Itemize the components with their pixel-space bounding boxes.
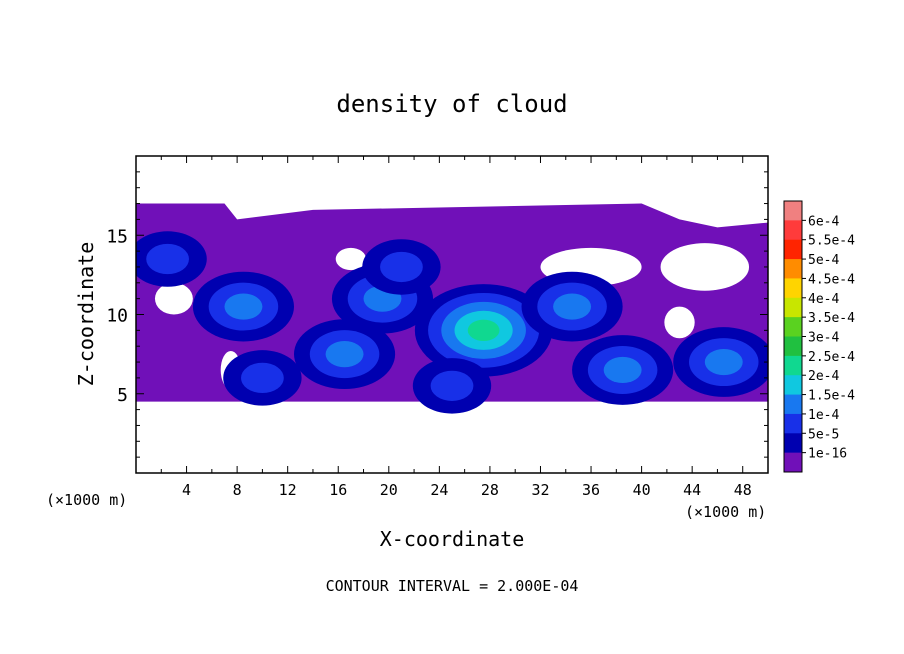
contour-level xyxy=(146,243,189,275)
colorbar-label: 5e-4 xyxy=(808,253,839,268)
contour-level xyxy=(380,251,423,283)
cloud-cell xyxy=(414,284,553,377)
cloud-cell xyxy=(412,358,492,414)
contour-interval-note: CONTOUR INTERVAL = 2.000E-04 xyxy=(326,577,579,595)
colorbar-swatch xyxy=(784,239,802,260)
contour-level xyxy=(603,356,642,384)
colorbar-swatch xyxy=(784,413,802,434)
colorbar-label: 2e-4 xyxy=(808,369,839,384)
colorbar-swatch xyxy=(784,317,802,337)
x-unit-label-left: (×1000 m) xyxy=(46,491,127,509)
contour-level xyxy=(553,293,592,320)
contour-level xyxy=(241,362,284,394)
colorbar-label: 2.5e-4 xyxy=(808,350,855,365)
colorbar-label: 4e-4 xyxy=(808,292,839,307)
colorbar-label: 3e-4 xyxy=(808,331,839,346)
y-axis-ticks: 5 10 15 xyxy=(106,171,768,458)
colorbar-label: 1.5e-4 xyxy=(808,389,855,404)
x-tick-label: 12 xyxy=(279,481,297,499)
y-tick-label: 10 xyxy=(106,306,128,327)
x-axis-label: X-coordinate xyxy=(380,527,525,551)
colorbar-label: 1e-4 xyxy=(808,408,839,423)
y-tick-label: 5 xyxy=(117,385,128,406)
x-tick-label: 48 xyxy=(734,481,752,499)
cloud-cell xyxy=(294,319,396,389)
clear-air-gap xyxy=(154,282,193,315)
clear-air-gap xyxy=(660,243,750,291)
x-tick-label: 36 xyxy=(582,481,600,499)
colorbar: 6e-4 5.5e-4 5e-4 4.5e-4 4e-4 3.5e-4 3e-4 2.5e-4… xyxy=(783,200,855,473)
cloud-density-field xyxy=(136,203,768,414)
contour-level xyxy=(224,293,263,320)
x-tick-label: 4 xyxy=(182,481,191,499)
contour-level xyxy=(325,341,364,368)
colorbar-swatch xyxy=(784,452,802,473)
colorbar-swatch xyxy=(784,336,802,357)
colorbar-label: 1e-16 xyxy=(808,447,847,462)
colorbar-label: 5.5e-4 xyxy=(808,234,855,249)
cloud-cell xyxy=(192,271,294,342)
colorbar-swatch xyxy=(784,355,802,376)
y-axis-label: Z-coordinate xyxy=(74,242,98,387)
x-tick-label: 16 xyxy=(329,481,347,499)
x-tick-label: 32 xyxy=(531,481,549,499)
x-tick-label: 8 xyxy=(233,481,242,499)
colorbar-swatch xyxy=(784,220,802,241)
x-tick-label: 40 xyxy=(633,481,651,499)
colorbar-label: 3.5e-4 xyxy=(808,311,855,326)
cloud-cell xyxy=(673,327,768,397)
colorbar-swatch xyxy=(784,375,802,396)
cloud-cell xyxy=(362,239,441,295)
cloud-cell xyxy=(572,335,674,405)
colorbar-swatch xyxy=(784,259,802,279)
colorbar-label: 6e-4 xyxy=(808,214,839,229)
y-tick-label: 15 xyxy=(106,226,128,247)
cloud-cell xyxy=(223,350,302,406)
x-unit-label-right: (×1000 m) xyxy=(685,503,766,521)
colorbar-swatch xyxy=(784,394,802,415)
x-tick-label: 20 xyxy=(380,481,398,499)
colorbar-swatch xyxy=(784,201,802,221)
contour-level xyxy=(704,348,743,376)
x-tick-label: 44 xyxy=(683,481,701,499)
x-tick-label: 28 xyxy=(481,481,499,499)
x-tick-label: 24 xyxy=(430,481,448,499)
contour-level xyxy=(430,370,474,401)
colorbar-label: 5e-5 xyxy=(808,427,839,442)
cloud-cell xyxy=(136,231,207,287)
colorbar-swatch xyxy=(784,433,802,454)
contour-level xyxy=(467,319,500,342)
colorbar-label: 4.5e-4 xyxy=(808,272,855,287)
colorbar-swatch xyxy=(784,297,802,318)
chart-title: density of cloud xyxy=(336,90,567,118)
clear-air-gap xyxy=(335,247,367,271)
colorbar-swatch xyxy=(784,278,802,299)
x-axis-ticks: 4 8 12 16 20 24 28 32 36 40 44 48 xyxy=(160,156,769,499)
cloud-cell xyxy=(521,271,623,342)
clear-air-gap xyxy=(664,306,695,339)
